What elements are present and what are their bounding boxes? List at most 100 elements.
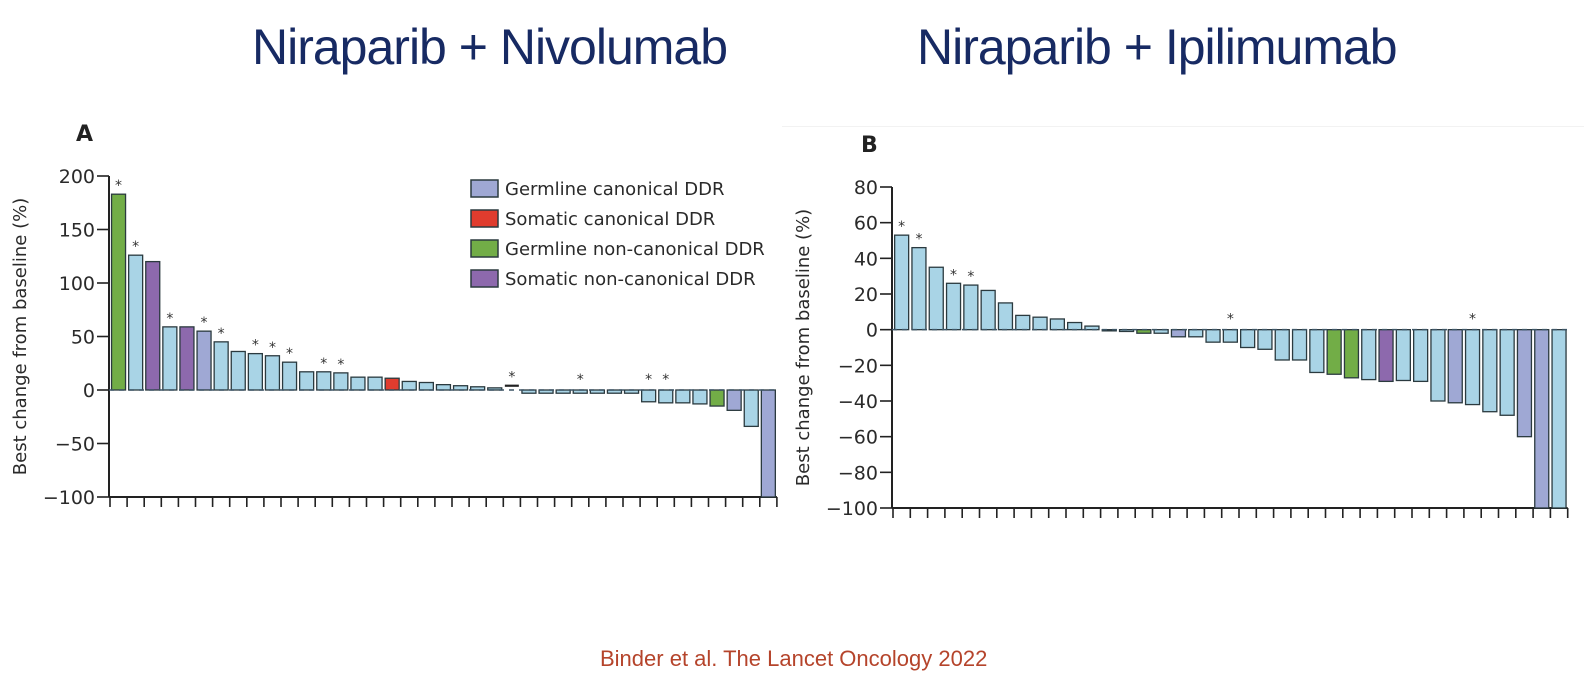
y-tick-label: −40 <box>838 391 878 413</box>
bar <box>606 389 623 394</box>
legend-label: Somatic canonical DDR <box>505 209 715 230</box>
bar <box>641 389 657 403</box>
bar <box>1240 329 1256 349</box>
bar <box>1464 329 1481 406</box>
bar <box>726 389 742 411</box>
legend-label: Germline canonical DDR <box>505 179 724 200</box>
y-axis-title: Best change from baseline (%) <box>793 209 814 486</box>
bar <box>1015 314 1031 331</box>
significance-star: * <box>967 269 974 285</box>
y-tick-label: −100 <box>43 487 95 509</box>
citation: Binder et al. The Lancet Oncology 2022 <box>600 646 988 671</box>
bar <box>1447 329 1463 404</box>
bar <box>1274 329 1290 361</box>
significance-star: * <box>950 267 957 283</box>
bar <box>1534 329 1550 509</box>
bar <box>1067 321 1083 331</box>
bar <box>350 376 366 391</box>
bar <box>743 389 759 428</box>
legend-swatch-somatic-canonical <box>470 209 499 228</box>
bar <box>179 326 195 391</box>
bar <box>1413 329 1429 383</box>
legend: Germline canonical DDR Somatic canonical … <box>470 179 765 290</box>
bar <box>247 352 264 391</box>
bar <box>1378 329 1394 383</box>
y-tick-label: 200 <box>59 166 95 188</box>
bar <box>127 254 144 391</box>
bar <box>963 284 979 331</box>
panel-label-a: A <box>76 122 94 147</box>
bar <box>760 389 776 498</box>
y-tick-label: 20 <box>854 284 878 306</box>
significance-star: * <box>1469 312 1476 328</box>
bar <box>469 386 486 391</box>
panel-label-b: B <box>861 133 878 158</box>
bar <box>333 372 349 391</box>
bar <box>1343 329 1360 379</box>
bar <box>213 341 229 391</box>
divider <box>782 126 1584 127</box>
bar <box>1170 329 1187 338</box>
significance-star: * <box>286 346 293 362</box>
bar <box>589 389 605 394</box>
bar <box>264 355 281 391</box>
significance-star: * <box>662 372 669 388</box>
significance-star: * <box>218 326 225 342</box>
bar <box>675 389 691 404</box>
bar <box>1188 329 1204 338</box>
bar <box>894 234 910 331</box>
bar <box>997 302 1014 331</box>
chart-b: 80 60 40 20 0 −20 −40 −60 −80 −100 Best change fro… <box>793 177 1569 520</box>
bar <box>316 371 332 391</box>
significance-star: * <box>132 239 139 255</box>
bar <box>281 361 298 391</box>
y-tick-label: −80 <box>838 462 878 484</box>
y-tick-label: 60 <box>854 213 878 235</box>
bar <box>1291 329 1308 361</box>
y-tick-label: 50 <box>71 327 95 349</box>
significance-star: * <box>915 232 922 248</box>
bar <box>709 389 725 407</box>
legend-swatch-germline-canonical <box>470 179 499 198</box>
bar <box>1084 325 1100 331</box>
y-tick-label: −50 <box>55 434 95 456</box>
bar <box>1257 329 1273 350</box>
bar <box>1205 329 1221 343</box>
legend-swatch-germline-noncanonical <box>470 239 499 258</box>
bar <box>1516 329 1533 438</box>
significance-star: * <box>577 372 584 388</box>
bar <box>1049 318 1065 331</box>
significance-star: * <box>201 315 208 331</box>
significance-star: * <box>898 219 905 235</box>
bar <box>487 387 503 391</box>
bar <box>911 246 927 331</box>
bar <box>110 193 127 391</box>
chart-b-title: Niraparib + Ipilimumab <box>917 19 1398 75</box>
y-tick-label: 40 <box>854 248 878 270</box>
bar <box>1222 329 1238 343</box>
bar <box>230 350 246 391</box>
y-tick-label: 80 <box>854 177 878 199</box>
bar <box>692 389 708 405</box>
bar <box>1395 329 1411 382</box>
significance-star: * <box>166 311 173 327</box>
y-tick-label: 0 <box>866 320 878 342</box>
significance-star: * <box>508 370 515 386</box>
bar <box>145 260 161 391</box>
bar <box>367 376 383 391</box>
y-axis-title: Best change from baseline (%) <box>10 198 31 475</box>
legend-label: Germline non-canonical DDR <box>505 239 765 260</box>
bar <box>928 266 944 331</box>
bar <box>1153 329 1169 334</box>
significance-star: * <box>645 372 652 388</box>
significance-star: * <box>252 338 259 354</box>
bar <box>538 389 554 394</box>
significance-star: * <box>337 357 344 373</box>
bar <box>1361 329 1377 381</box>
bar <box>418 381 435 391</box>
y-tick-label: −100 <box>826 498 878 520</box>
significance-star: * <box>320 356 327 372</box>
bar <box>162 326 178 391</box>
bar <box>1430 329 1446 402</box>
